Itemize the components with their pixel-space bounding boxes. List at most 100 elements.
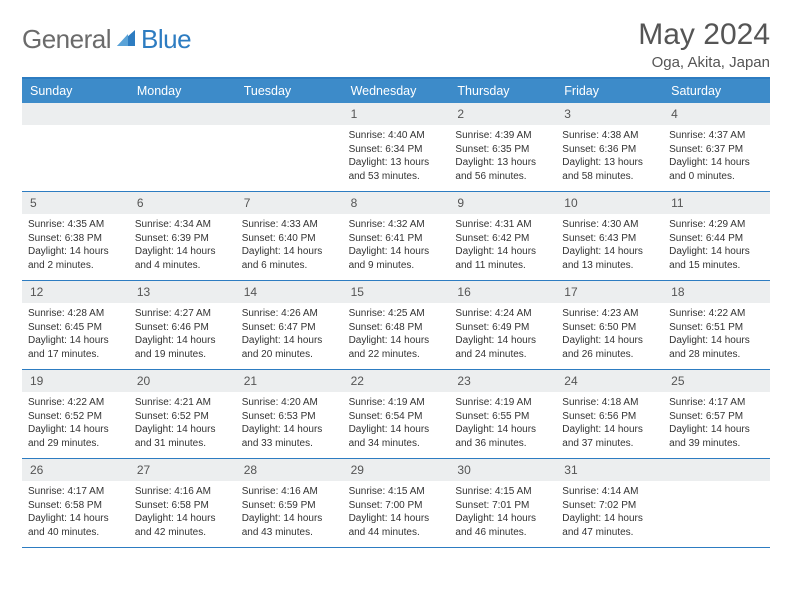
day-details: Sunrise: 4:24 AMSunset: 6:49 PMDaylight:…	[449, 303, 556, 367]
day-number	[22, 103, 129, 125]
day-cell: 2Sunrise: 4:39 AMSunset: 6:35 PMDaylight…	[449, 103, 556, 191]
day-number: 18	[663, 281, 770, 303]
sunrise-text: Sunrise: 4:22 AM	[28, 396, 123, 410]
sunset-text: Sunset: 6:47 PM	[242, 321, 337, 335]
day-name: Monday	[129, 79, 236, 103]
day-details: Sunrise: 4:19 AMSunset: 6:55 PMDaylight:…	[449, 392, 556, 456]
day-cell: 8Sunrise: 4:32 AMSunset: 6:41 PMDaylight…	[343, 192, 450, 280]
day-cell: 27Sunrise: 4:16 AMSunset: 6:58 PMDayligh…	[129, 459, 236, 547]
day-cell: 30Sunrise: 4:15 AMSunset: 7:01 PMDayligh…	[449, 459, 556, 547]
day-details: Sunrise: 4:17 AMSunset: 6:58 PMDaylight:…	[22, 481, 129, 545]
sunrise-text: Sunrise: 4:16 AM	[135, 485, 230, 499]
day-cell: 4Sunrise: 4:37 AMSunset: 6:37 PMDaylight…	[663, 103, 770, 191]
sunset-text: Sunset: 7:00 PM	[349, 499, 444, 513]
sunrise-text: Sunrise: 4:22 AM	[669, 307, 764, 321]
daylight-text: Daylight: 14 hours and 15 minutes.	[669, 245, 764, 272]
day-number: 17	[556, 281, 663, 303]
daylight-text: Daylight: 14 hours and 33 minutes.	[242, 423, 337, 450]
day-details: Sunrise: 4:22 AMSunset: 6:52 PMDaylight:…	[22, 392, 129, 456]
sunset-text: Sunset: 6:56 PM	[562, 410, 657, 424]
sunrise-text: Sunrise: 4:18 AM	[562, 396, 657, 410]
sunrise-text: Sunrise: 4:30 AM	[562, 218, 657, 232]
sunrise-text: Sunrise: 4:38 AM	[562, 129, 657, 143]
sunrise-text: Sunrise: 4:28 AM	[28, 307, 123, 321]
day-details: Sunrise: 4:17 AMSunset: 6:57 PMDaylight:…	[663, 392, 770, 456]
day-details: Sunrise: 4:31 AMSunset: 6:42 PMDaylight:…	[449, 214, 556, 278]
header: General Blue May 2024 Oga, Akita, Japan	[22, 18, 770, 71]
day-details: Sunrise: 4:15 AMSunset: 7:01 PMDaylight:…	[449, 481, 556, 545]
sunset-text: Sunset: 6:39 PM	[135, 232, 230, 246]
daylight-text: Daylight: 14 hours and 47 minutes.	[562, 512, 657, 539]
day-cell: 3 Sunrise: 4:38 AMSunset: 6:36 PMDaylight…	[556, 103, 663, 191]
day-cell: 6Sunrise: 4:34 AMSunset: 6:39 PMDaylight…	[129, 192, 236, 280]
day-cell: 25Sunrise: 4:17 AMSunset: 6:57 PMDayligh…	[663, 370, 770, 458]
daylight-text: Daylight: 14 hours and 29 minutes.	[28, 423, 123, 450]
calendar: SundayMondayTuesdayWednesdayThursdayFrid…	[22, 77, 770, 548]
sunset-text: Sunset: 6:45 PM	[28, 321, 123, 335]
sunset-text: Sunset: 6:54 PM	[349, 410, 444, 424]
daylight-text: Daylight: 14 hours and 2 minutes.	[28, 245, 123, 272]
day-number: 8	[343, 192, 450, 214]
day-cell	[22, 103, 129, 191]
day-number: 21	[236, 370, 343, 392]
week-row: 19Sunrise: 4:22 AMSunset: 6:52 PMDayligh…	[22, 370, 770, 459]
day-details: Sunrise: 4:14 AMSunset: 7:02 PMDaylight:…	[556, 481, 663, 545]
day-number: 22	[343, 370, 450, 392]
day-cell: 31Sunrise: 4:14 AMSunset: 7:02 PMDayligh…	[556, 459, 663, 547]
daylight-text: Daylight: 14 hours and 0 minutes.	[669, 156, 764, 183]
day-details: Sunrise: 4:26 AMSunset: 6:47 PMDaylight:…	[236, 303, 343, 367]
sunrise-text: Sunrise: 4:17 AM	[669, 396, 764, 410]
day-number: 13	[129, 281, 236, 303]
day-cell: 1Sunrise: 4:40 AMSunset: 6:34 PMDaylight…	[343, 103, 450, 191]
day-details: Sunrise: 4:23 AMSunset: 6:50 PMDaylight:…	[556, 303, 663, 367]
day-details: Sunrise: 4:25 AMSunset: 6:48 PMDaylight:…	[343, 303, 450, 367]
daylight-text: Daylight: 14 hours and 44 minutes.	[349, 512, 444, 539]
day-cell: 5Sunrise: 4:35 AMSunset: 6:38 PMDaylight…	[22, 192, 129, 280]
day-cell: 12Sunrise: 4:28 AMSunset: 6:45 PMDayligh…	[22, 281, 129, 369]
day-header-row: SundayMondayTuesdayWednesdayThursdayFrid…	[22, 79, 770, 103]
daylight-text: Daylight: 14 hours and 34 minutes.	[349, 423, 444, 450]
week-row: 1Sunrise: 4:40 AMSunset: 6:34 PMDaylight…	[22, 103, 770, 192]
daylight-text: Daylight: 14 hours and 13 minutes.	[562, 245, 657, 272]
sunrise-text: Sunrise: 4:16 AM	[242, 485, 337, 499]
title-block: May 2024 Oga, Akita, Japan	[638, 18, 770, 71]
sunset-text: Sunset: 7:01 PM	[455, 499, 550, 513]
day-number: 3	[556, 103, 663, 125]
daylight-text: Daylight: 13 hours and 58 minutes.	[562, 156, 657, 183]
sunset-text: Sunset: 6:34 PM	[349, 143, 444, 157]
location-label: Oga, Akita, Japan	[638, 54, 770, 71]
sunset-text: Sunset: 7:02 PM	[562, 499, 657, 513]
sunrise-text: Sunrise: 4:19 AM	[455, 396, 550, 410]
sunrise-text: Sunrise: 4:35 AM	[28, 218, 123, 232]
month-title: May 2024	[638, 18, 770, 52]
day-number: 19	[22, 370, 129, 392]
day-cell: 14Sunrise: 4:26 AMSunset: 6:47 PMDayligh…	[236, 281, 343, 369]
sunrise-text: Sunrise: 4:32 AM	[349, 218, 444, 232]
sunset-text: Sunset: 6:36 PM	[562, 143, 657, 157]
daylight-text: Daylight: 14 hours and 6 minutes.	[242, 245, 337, 272]
sunrise-text: Sunrise: 4:24 AM	[455, 307, 550, 321]
sunset-text: Sunset: 6:55 PM	[455, 410, 550, 424]
day-details: Sunrise: 4:16 AMSunset: 6:59 PMDaylight:…	[236, 481, 343, 545]
day-details: Sunrise: 4:16 AMSunset: 6:58 PMDaylight:…	[129, 481, 236, 545]
sunset-text: Sunset: 6:44 PM	[669, 232, 764, 246]
day-number: 6	[129, 192, 236, 214]
day-details: Sunrise: 4:39 AMSunset: 6:35 PMDaylight:…	[449, 125, 556, 189]
day-cell: 13Sunrise: 4:27 AMSunset: 6:46 PMDayligh…	[129, 281, 236, 369]
day-details: Sunrise: 4:28 AMSunset: 6:45 PMDaylight:…	[22, 303, 129, 367]
sunset-text: Sunset: 6:50 PM	[562, 321, 657, 335]
day-cell	[129, 103, 236, 191]
day-cell: 22 Sunrise: 4:19 AMSunset: 6:54 PMDayligh…	[343, 370, 450, 458]
logo-text-general: General	[22, 24, 111, 55]
logo: General Blue	[22, 24, 191, 55]
sunrise-text: Sunrise: 4:19 AM	[349, 396, 444, 410]
sunrise-text: Sunrise: 4:15 AM	[349, 485, 444, 499]
day-number: 29	[343, 459, 450, 481]
day-number: 24	[556, 370, 663, 392]
day-cell	[663, 459, 770, 547]
sunrise-text: Sunrise: 4:23 AM	[562, 307, 657, 321]
daylight-text: Daylight: 14 hours and 40 minutes.	[28, 512, 123, 539]
day-number: 5	[22, 192, 129, 214]
day-number	[663, 459, 770, 481]
day-details: Sunrise: 4:33 AMSunset: 6:40 PMDaylight:…	[236, 214, 343, 278]
